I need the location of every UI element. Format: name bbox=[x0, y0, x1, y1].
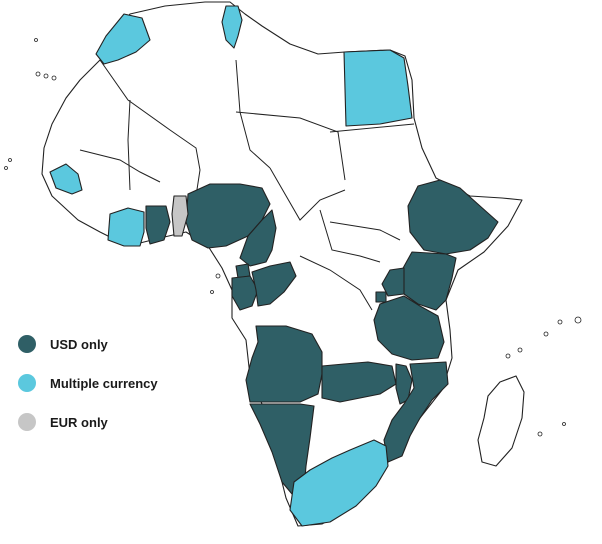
region-south-africa bbox=[289, 439, 389, 527]
legend-label: EUR only bbox=[50, 414, 108, 430]
region-ghana bbox=[145, 205, 171, 245]
map-legend: USD only Multiple currency EUR only bbox=[18, 333, 248, 450]
legend-label: Multiple currency bbox=[50, 375, 158, 391]
region-angola bbox=[245, 325, 323, 403]
region-zambia bbox=[321, 361, 397, 403]
multiple-currency-swatch bbox=[18, 374, 36, 392]
region-cameroon bbox=[239, 209, 277, 267]
region-tunisia bbox=[221, 5, 243, 49]
internal-borders bbox=[79, 59, 415, 311]
islands bbox=[4, 38, 582, 437]
region-ethiopia bbox=[407, 179, 499, 255]
legend-label: USD only bbox=[50, 336, 108, 352]
usd-only-countries bbox=[145, 179, 499, 495]
region-togo bbox=[171, 195, 189, 237]
region-cote-divoire bbox=[107, 207, 145, 247]
region-senegal bbox=[49, 163, 83, 195]
eur-only-swatch bbox=[18, 413, 36, 431]
region-uganda bbox=[381, 267, 405, 297]
legend-item-eur-only: EUR only bbox=[18, 411, 248, 433]
region-gabon bbox=[231, 275, 259, 311]
usd-only-swatch bbox=[18, 335, 36, 353]
legend-item-usd-only: USD only bbox=[18, 333, 248, 355]
region-rwanda bbox=[375, 291, 387, 303]
multiple-currency-countries bbox=[49, 5, 413, 527]
madagascar-outline bbox=[477, 375, 525, 467]
region-egypt bbox=[343, 49, 413, 127]
region-morocco bbox=[95, 13, 151, 65]
legend-item-multiple-currency: Multiple currency bbox=[18, 372, 248, 394]
region-tanzania bbox=[373, 295, 445, 361]
region-mozambique bbox=[383, 361, 449, 463]
eur-only-countries bbox=[171, 195, 189, 237]
region-congo bbox=[251, 261, 297, 307]
